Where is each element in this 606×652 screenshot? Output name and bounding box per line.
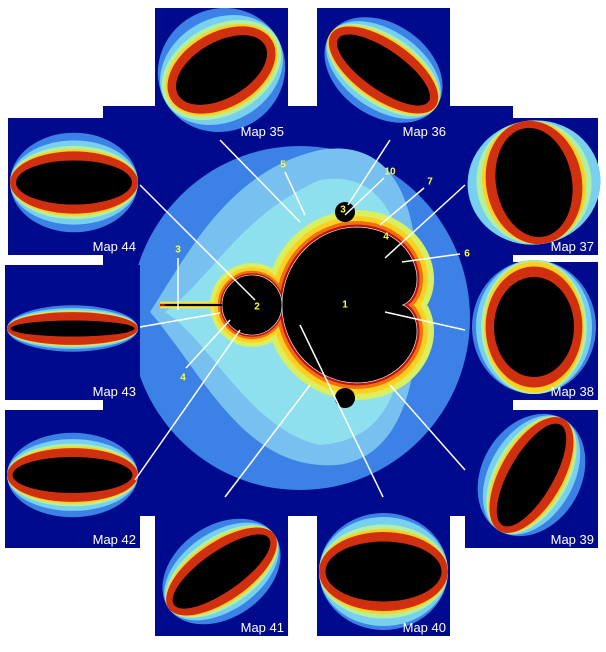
julia-set	[12, 457, 133, 493]
thumbnail: Map 39	[465, 410, 598, 548]
connector	[219, 139, 301, 223]
thumbnail: Map 41	[155, 515, 288, 636]
map-label: Map 41	[241, 620, 284, 635]
connector	[139, 312, 221, 328]
region-label: 7	[427, 177, 433, 188]
thumbnail: Map 44	[8, 118, 140, 255]
region-label: 10	[384, 167, 396, 178]
mandelbrot	[160, 202, 434, 408]
map-label: Map 35	[241, 124, 284, 139]
map-label: Map 43	[93, 384, 136, 399]
region-label: 4	[180, 373, 186, 384]
connector	[224, 384, 311, 498]
bottom-bulb	[335, 388, 355, 408]
thumbnail: Map 36	[317, 8, 450, 140]
julia-set	[16, 160, 132, 205]
map-label: Map 36	[403, 124, 446, 139]
connector	[284, 171, 306, 216]
connector	[134, 329, 241, 481]
map-label: Map 37	[551, 239, 594, 254]
connector	[401, 253, 461, 263]
region-label: 4	[383, 232, 389, 243]
connector	[344, 177, 385, 216]
map-label: Map 44	[93, 239, 136, 254]
region-label: 3	[340, 205, 346, 216]
region-label: 3	[175, 245, 181, 256]
thumbnail: Map 40	[317, 513, 450, 636]
bulb	[221, 274, 283, 336]
region-label: 5	[280, 160, 286, 171]
thumbnail: Map 38	[470, 260, 598, 400]
thumbnail: Map 43	[5, 265, 140, 400]
julia-set	[325, 541, 442, 602]
map-label: Map 39	[551, 532, 594, 547]
top-bulb	[335, 202, 355, 222]
region-label: 1	[342, 300, 348, 311]
connector	[384, 311, 466, 331]
map-label: Map 38	[551, 384, 594, 399]
connector-lines	[134, 139, 466, 498]
connector	[347, 139, 391, 206]
thumbnails: Map 35 Map 36 Map 37 Map 38 Map 39 Map 40 Map …	[5, 7, 601, 636]
connector	[384, 184, 466, 259]
julia-set	[10, 320, 135, 337]
julia-set	[495, 127, 573, 238]
connector	[389, 384, 466, 471]
connector	[299, 324, 384, 498]
region-label: 6	[464, 249, 470, 260]
connector	[139, 184, 256, 301]
connector	[185, 319, 231, 369]
thumbnail: Map 42	[5, 410, 140, 548]
thumbnail: Map 35	[155, 7, 288, 140]
map-label: Map 40	[403, 620, 446, 635]
julia-set	[494, 277, 574, 377]
julia-set	[172, 534, 271, 609]
region-labels: 1 2 3 4 3 4 5 6 7 10	[175, 160, 470, 384]
julia-set	[337, 34, 430, 106]
julia-set	[496, 423, 567, 527]
julia-set	[175, 35, 268, 105]
map-label: Map 42	[93, 532, 136, 547]
connector	[379, 187, 425, 226]
region-label: 2	[254, 302, 260, 313]
thumbnail: Map 37	[467, 118, 601, 255]
